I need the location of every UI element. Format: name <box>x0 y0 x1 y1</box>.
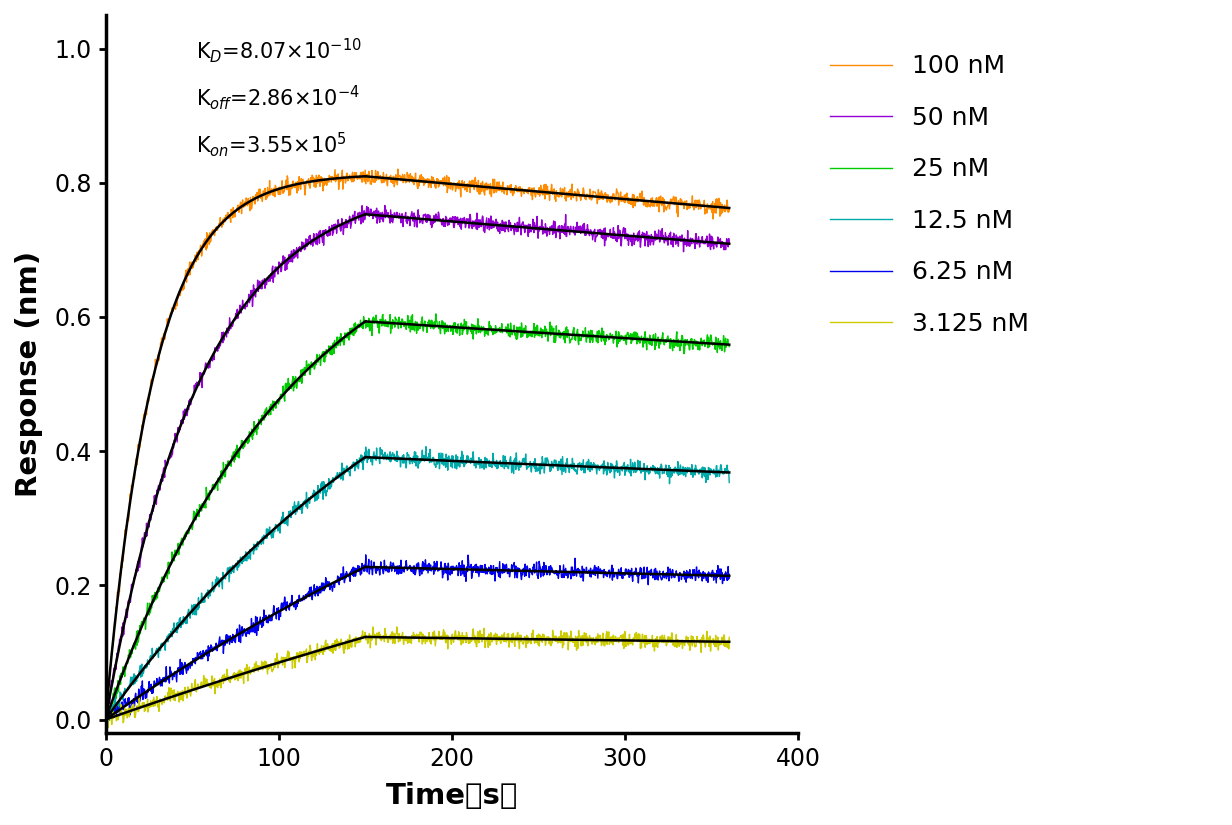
50 nM <box>298 244 313 254</box>
100 nM <box>483 186 498 196</box>
25 nM <box>466 334 480 344</box>
12.5 nM <box>99 718 113 728</box>
Line: 3.125 nM: 3.125 nM <box>106 627 729 729</box>
50 nM <box>722 239 737 249</box>
6.25 nM <box>101 718 116 728</box>
12.5 nM <box>483 460 498 469</box>
12.5 nM <box>722 478 737 488</box>
3.125 nM <box>722 632 737 642</box>
Legend: 100 nM, 50 nM, 25 nM, 12.5 nM, 6.25 nM, 3.125 nM: 100 nM, 50 nM, 25 nM, 12.5 nM, 6.25 nM, … <box>817 42 1042 348</box>
50 nM <box>373 208 388 218</box>
100 nM <box>391 164 405 174</box>
6.25 nM <box>359 550 373 560</box>
Y-axis label: Response (nm): Response (nm) <box>15 251 43 497</box>
100 nM <box>373 171 388 181</box>
Line: 50 nM: 50 nM <box>106 205 729 719</box>
50 nM <box>614 241 628 251</box>
25 nM <box>372 321 387 331</box>
12.5 nM <box>419 441 434 451</box>
50 nM <box>99 714 113 724</box>
3.125 nM <box>99 714 113 724</box>
3.125 nM <box>317 641 331 651</box>
12.5 nM <box>614 464 628 474</box>
25 nM <box>722 342 737 351</box>
6.25 nM <box>373 557 388 567</box>
Line: 6.25 nM: 6.25 nM <box>106 555 729 723</box>
3.125 nM <box>100 724 115 734</box>
25 nM <box>429 309 444 318</box>
50 nM <box>467 222 482 232</box>
50 nM <box>99 710 113 719</box>
3.125 nM <box>614 630 628 640</box>
12.5 nM <box>467 456 482 466</box>
3.125 nM <box>389 622 404 632</box>
12.5 nM <box>317 477 331 487</box>
6.25 nM <box>483 560 498 570</box>
3.125 nM <box>373 629 388 639</box>
50 nM <box>317 240 331 250</box>
12.5 nM <box>99 723 113 733</box>
6.25 nM <box>722 569 737 579</box>
25 nM <box>614 335 628 345</box>
Text: K$_D$=8.07×10$^{-10}$
K$_{off}$=2.86×10$^{-4}$
K$_{on}$=3.55×10$^{5}$: K$_D$=8.07×10$^{-10}$ K$_{off}$=2.86×10$… <box>196 36 361 158</box>
100 nM <box>317 177 331 187</box>
6.25 nM <box>99 718 113 728</box>
50 nM <box>377 200 392 210</box>
25 nM <box>99 716 113 726</box>
100 nM <box>298 184 313 194</box>
100 nM <box>614 196 628 206</box>
Line: 25 nM: 25 nM <box>106 314 729 721</box>
100 nM <box>99 708 113 718</box>
Line: 100 nM: 100 nM <box>106 169 729 715</box>
50 nM <box>483 211 498 221</box>
3.125 nM <box>467 629 482 639</box>
12.5 nM <box>298 495 313 505</box>
Line: 12.5 nM: 12.5 nM <box>106 446 729 728</box>
6.25 nM <box>317 578 331 588</box>
25 nM <box>483 321 498 331</box>
X-axis label: Time（s）: Time（s） <box>386 782 517 810</box>
25 nM <box>315 346 330 356</box>
100 nM <box>99 710 113 720</box>
25 nM <box>298 370 313 380</box>
100 nM <box>467 183 482 193</box>
6.25 nM <box>614 563 628 573</box>
100 nM <box>722 206 737 216</box>
6.25 nM <box>298 590 313 600</box>
6.25 nM <box>467 562 482 572</box>
3.125 nM <box>298 647 313 657</box>
3.125 nM <box>483 628 498 638</box>
12.5 nM <box>373 443 388 453</box>
